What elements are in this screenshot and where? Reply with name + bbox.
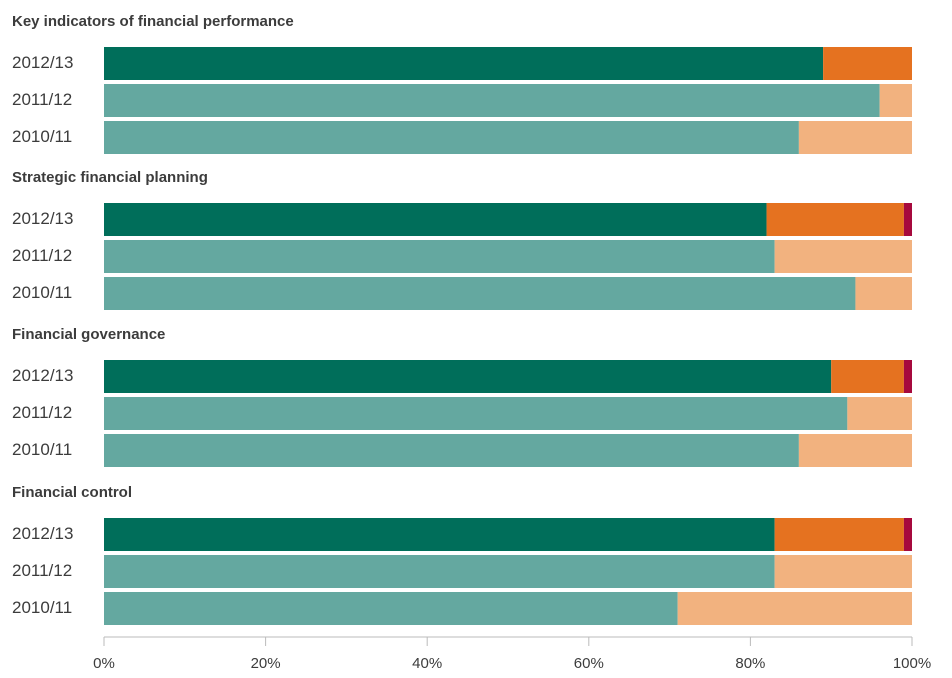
category-label: 2011/12: [12, 561, 72, 580]
x-tick-label: 80%: [735, 655, 765, 672]
bar-segment: [879, 84, 912, 117]
bar-segment: [104, 434, 799, 467]
bar-segment: [766, 203, 904, 236]
bar-segment: [104, 592, 678, 625]
bar-segment: [774, 518, 904, 551]
category-label: 2010/11: [12, 440, 72, 459]
bar-segment: [847, 397, 912, 430]
bar-segment: [774, 555, 912, 588]
group-title: Financial governance: [12, 326, 165, 343]
category-label: 2011/12: [12, 90, 72, 109]
bar-segment: [104, 518, 775, 551]
category-label: 2011/12: [12, 246, 72, 265]
bar-segment: [104, 360, 832, 393]
bar-segment: [104, 397, 848, 430]
bar-segment: [903, 203, 912, 236]
category-label: 2012/13: [12, 209, 73, 228]
bar-segment: [104, 84, 880, 117]
bar-segment: [104, 203, 767, 236]
bar-segment: [774, 240, 912, 273]
bar-segment: [798, 121, 912, 154]
category-label: 2011/12: [12, 403, 72, 422]
category-label: 2012/13: [12, 524, 73, 543]
group-title: Financial control: [12, 484, 132, 501]
bar-segment: [104, 240, 775, 273]
x-tick-label: 40%: [412, 655, 442, 672]
x-tick-label: 0%: [93, 655, 115, 672]
bar-segment: [677, 592, 912, 625]
x-tick-label: 20%: [251, 655, 281, 672]
bar-segment: [104, 277, 856, 310]
bar-segment: [798, 434, 912, 467]
group-title: Strategic financial planning: [12, 169, 208, 186]
x-tick-label: 60%: [574, 655, 604, 672]
bar-segment: [855, 277, 912, 310]
bar-segment: [104, 47, 824, 80]
category-label: 2012/13: [12, 366, 73, 385]
category-label: 2010/11: [12, 127, 72, 146]
category-label: 2010/11: [12, 598, 72, 617]
bar-segment: [104, 555, 775, 588]
bar-segment: [903, 518, 912, 551]
category-label: 2012/13: [12, 53, 73, 72]
bar-segment: [903, 360, 912, 393]
group-title: Key indicators of financial performance: [12, 13, 294, 30]
bar-segment: [831, 360, 904, 393]
category-label: 2010/11: [12, 283, 72, 302]
x-tick-label: 100%: [893, 655, 931, 672]
bar-segment: [104, 121, 799, 154]
bar-segment: [823, 47, 912, 80]
